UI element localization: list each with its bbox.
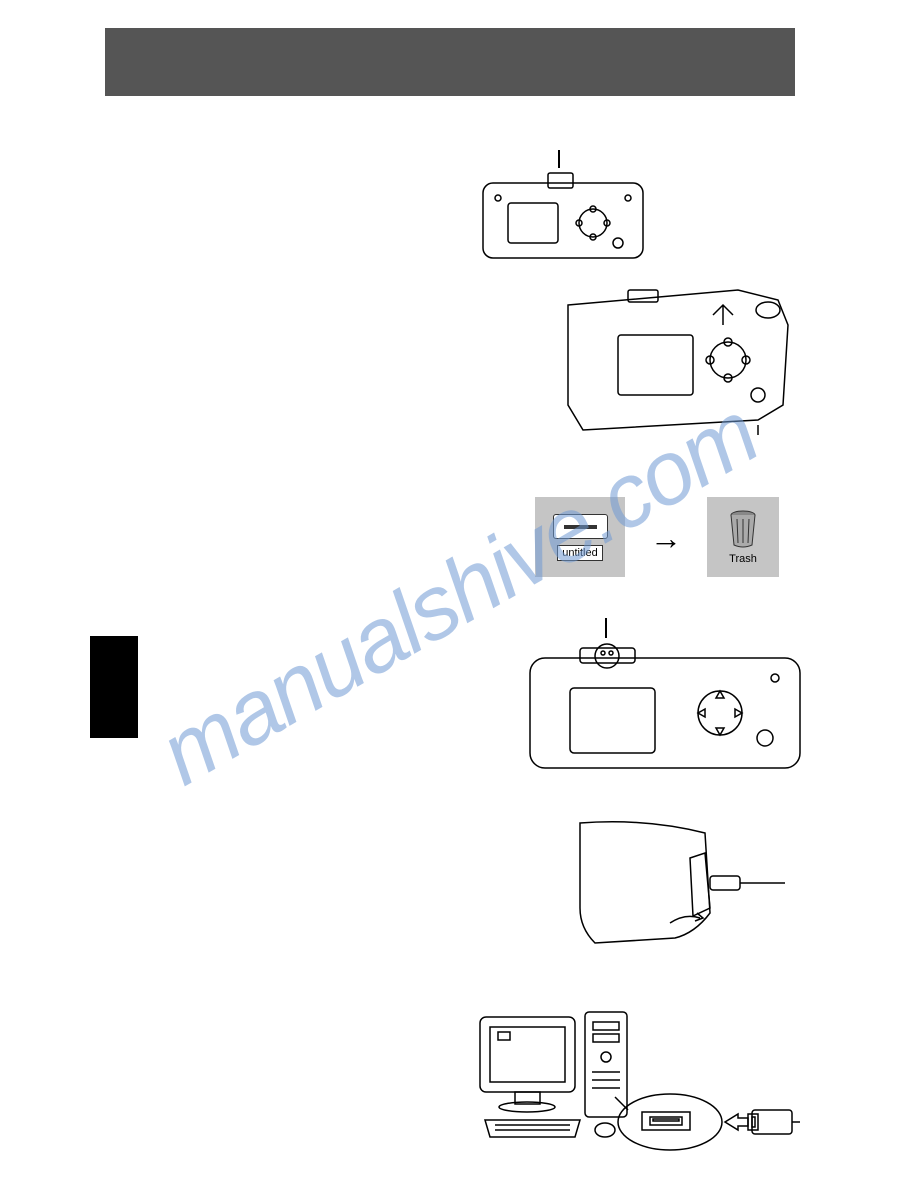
- drive-label: untitled: [557, 545, 602, 561]
- camera-back-large-illustration: [525, 638, 805, 778]
- header-bar: [105, 28, 795, 96]
- side-black-box: [90, 636, 138, 738]
- camera-side-usb-illustration: [575, 818, 785, 948]
- trash-icon-container: Trash: [707, 497, 779, 577]
- pointer-line: [558, 150, 560, 170]
- camera-back-small-illustration: [478, 168, 648, 268]
- pointer-line: [605, 618, 607, 638]
- trash-icon: [725, 509, 761, 549]
- drive-icon: [553, 514, 608, 539]
- camera-back-medium-illustration: [558, 275, 798, 435]
- drive-icon-untitled: untitled: [535, 497, 625, 577]
- trash-label: Trash: [729, 553, 757, 565]
- arrow-right-icon: →: [650, 520, 682, 557]
- computer-usb-illustration: [470, 1002, 800, 1152]
